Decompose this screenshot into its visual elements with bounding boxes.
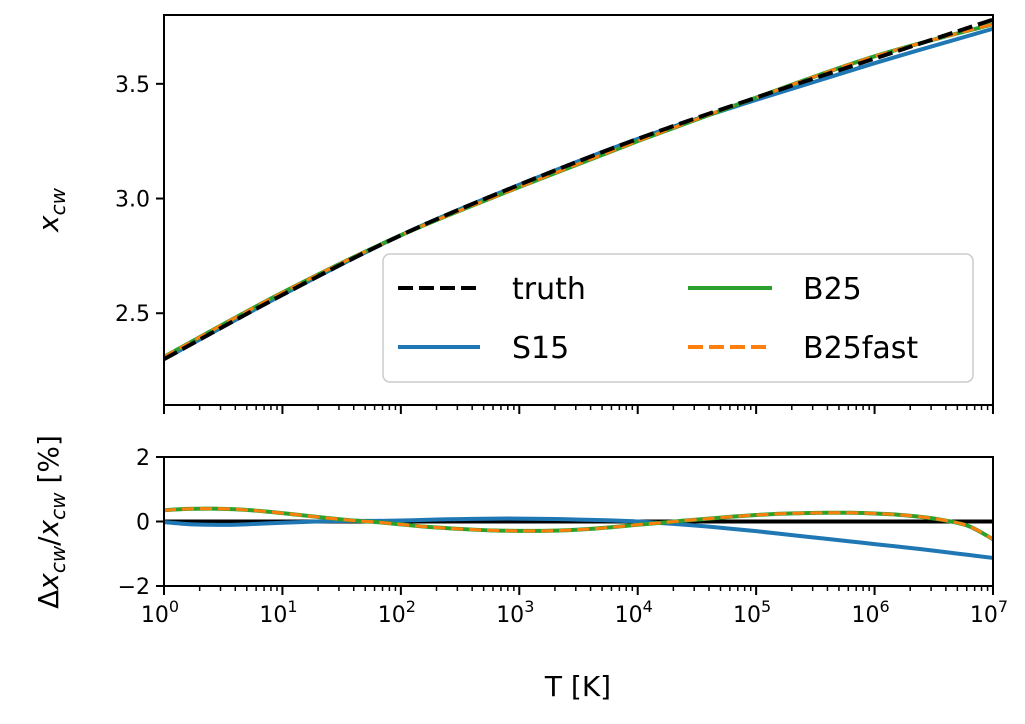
legend-label-truth: truth [512, 272, 586, 307]
bottom-y-ticks: −2 0 2 [118, 446, 164, 600]
bottom-x-tick-label: 105 [733, 597, 771, 628]
bottom-x-tick-label: 103 [496, 597, 534, 628]
top-y-tick-label: 3.0 [115, 188, 150, 213]
bottom-y-tick-label: −2 [118, 575, 150, 600]
bottom-y-tick-label: 0 [136, 511, 150, 536]
bottom-panel: −2 0 2 100 101 102 103 104 105 106 107 Δxcw/xcw [… [32, 435, 1008, 703]
bottom-line-B25fast [163, 507, 994, 541]
bottom-series-lines [163, 506, 994, 560]
top-y-axis-label: xcw [32, 187, 70, 233]
legend-label-S15: S15 [512, 331, 569, 366]
bottom-x-tick-label: 104 [615, 597, 653, 628]
bottom-y-tick-label: 2 [136, 446, 150, 471]
top-x-ticks [163, 405, 994, 414]
top-y-tick-label: 3.5 [115, 73, 150, 98]
legend-label-B25: B25 [803, 272, 862, 307]
bottom-x-axis-label: T [K] [544, 670, 611, 703]
legend-entry-S15: S15 [398, 331, 569, 366]
bottom-axes-frame [163, 456, 994, 587]
bottom-line-S15 [163, 516, 994, 560]
top-axes-frame [163, 14, 994, 406]
bottom-x-tick-label: 100 [141, 597, 179, 628]
top-y-tick-label: 2.5 [115, 302, 150, 327]
top-line-truth [163, 17, 994, 361]
bottom-x-tick-label: 106 [851, 597, 889, 628]
legend-box [382, 253, 974, 383]
legend: truth S15 B25 B25fast [382, 253, 974, 383]
bottom-x-tick-label: 101 [259, 597, 297, 628]
legend-entry-B25fast: B25fast [688, 331, 918, 366]
top-y-ticks: 2.5 3.0 3.5 [115, 73, 164, 327]
legend-entry-truth: truth [398, 272, 586, 307]
bottom-x-tick-label: 102 [378, 597, 416, 628]
top-panel: 2.53.03.5 xcw truth S15 B25 B25fas [32, 14, 994, 414]
legend-label-B25fast: B25fast [803, 331, 918, 366]
bottom-y-axis-label: Δxcw/xcw [%] [32, 435, 70, 609]
top-series-lines [163, 17, 994, 361]
bottom-x-tick-label: 107 [970, 597, 1008, 628]
legend-entry-B25: B25 [688, 272, 862, 307]
